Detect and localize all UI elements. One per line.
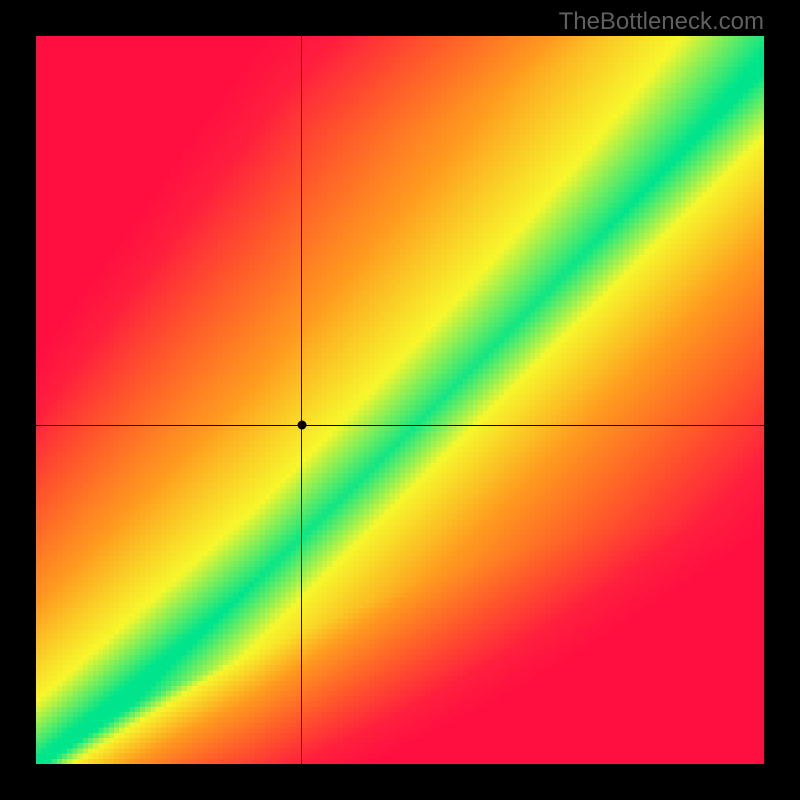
bottleneck-heatmap <box>36 36 764 764</box>
crosshair-horizontal <box>36 425 764 426</box>
watermark-text: TheBottleneck.com <box>559 8 764 36</box>
crosshair-marker <box>297 421 306 430</box>
chart-container: TheBottleneck.com <box>0 0 800 800</box>
crosshair-vertical <box>301 36 302 764</box>
